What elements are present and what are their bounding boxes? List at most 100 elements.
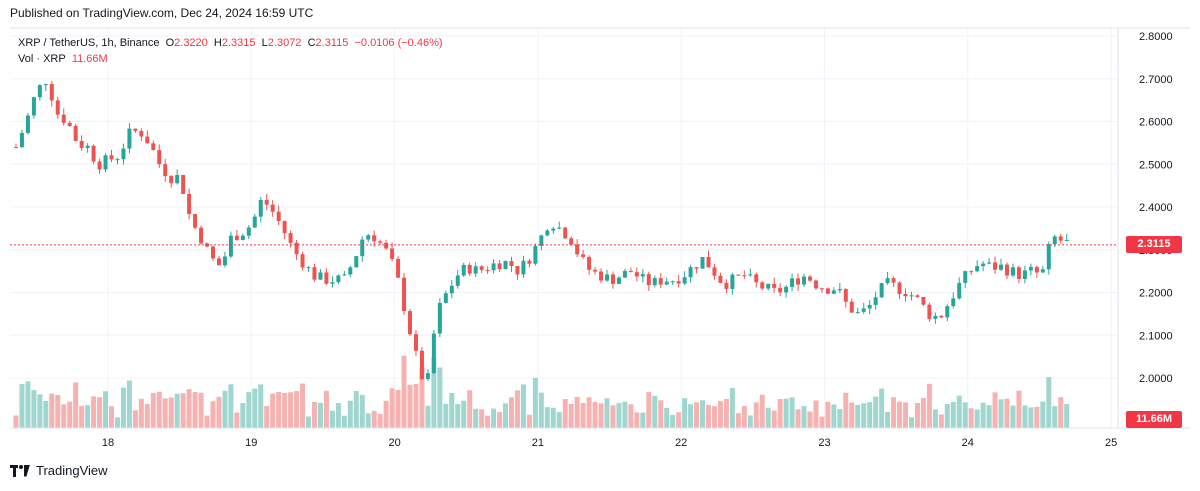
volume-bar <box>813 400 819 428</box>
candle-body <box>181 175 186 194</box>
volume-bar <box>144 403 150 428</box>
legend-volume-value: 11.66M <box>71 53 108 65</box>
legend-close-value: 2.3115 <box>315 37 349 49</box>
volume-bar <box>765 407 771 428</box>
volume-bar <box>126 380 132 428</box>
candle-body <box>294 242 299 255</box>
candle-body <box>258 199 263 217</box>
candle-body <box>766 283 771 289</box>
volume-bar <box>586 397 592 428</box>
volume-bar <box>204 415 210 428</box>
candle-body <box>187 193 192 215</box>
candle-body <box>748 274 753 276</box>
candle-body <box>413 334 418 351</box>
volume-bar <box>485 415 491 428</box>
candle-body <box>378 241 383 243</box>
candle-body <box>778 287 783 293</box>
volume-bar <box>156 391 162 428</box>
volume-bar <box>741 406 747 428</box>
candle-body <box>419 350 424 380</box>
candle-body <box>509 261 514 267</box>
candle-body <box>682 277 687 284</box>
candle-body <box>581 254 586 257</box>
volume-bar <box>288 392 294 428</box>
candle-body <box>813 280 818 289</box>
candle-body <box>127 128 132 149</box>
volume-bar <box>317 402 323 428</box>
candle-body <box>891 278 896 283</box>
volume-bar <box>938 414 944 428</box>
x-tick-label: 19 <box>245 437 257 449</box>
y-tick-label: 2.6000 <box>1139 117 1173 129</box>
candle-body <box>825 288 830 294</box>
candle-body <box>366 235 371 240</box>
legend-low-label: L <box>261 37 268 49</box>
candle-body <box>861 308 866 312</box>
candle-body <box>796 278 801 285</box>
volume-bar <box>753 402 759 428</box>
volume-tag: 11.66M <box>1126 411 1182 428</box>
volume-bar <box>807 411 813 428</box>
volume-bar <box>646 392 652 428</box>
candle-body <box>240 235 245 241</box>
candle-body <box>479 266 484 270</box>
volume-bar <box>1004 398 1010 428</box>
y-tick-label: 2.5000 <box>1139 159 1173 171</box>
candle-body <box>987 262 992 264</box>
volume-bar <box>616 403 622 428</box>
candle-body <box>431 333 436 374</box>
volume-bar <box>270 393 276 428</box>
volume-bar <box>353 390 359 428</box>
candle-body <box>569 238 574 245</box>
volume-bar <box>903 402 909 428</box>
footer-brand[interactable]: TradingView <box>10 463 108 478</box>
candle-body <box>927 304 932 319</box>
volume-bar <box>25 381 31 428</box>
candle-body <box>533 245 538 264</box>
volume-bar <box>49 393 55 428</box>
volume-bar <box>335 403 341 428</box>
candle-body <box>819 288 824 290</box>
candle-body <box>652 278 657 286</box>
volume-bar <box>795 409 801 428</box>
candle-body <box>342 274 347 276</box>
volume-bar <box>234 412 240 428</box>
candle-body <box>210 246 215 259</box>
candle-body <box>915 295 920 297</box>
volume-bar <box>407 384 413 428</box>
candle-body <box>497 263 502 269</box>
candle-body <box>670 281 675 283</box>
candle-body <box>700 256 705 269</box>
candle-body <box>676 281 681 284</box>
candle-body <box>139 130 144 137</box>
volume-bar <box>897 401 903 428</box>
volume-bar <box>377 413 383 428</box>
last-price-tag: 2.3115 <box>1126 236 1182 253</box>
volume-bar <box>198 392 204 428</box>
candle-body <box>443 293 448 303</box>
volume-bar <box>1028 407 1034 428</box>
candle-body <box>694 267 699 269</box>
candle-body <box>957 282 962 299</box>
candle-body <box>622 270 627 278</box>
volume-bar <box>61 404 67 428</box>
y-tick-label: 2.8000 <box>1139 31 1173 43</box>
volume-bar <box>311 402 317 428</box>
volume-bar <box>885 412 891 428</box>
candle-body <box>193 214 198 228</box>
candle-body <box>605 274 610 281</box>
volume-bar <box>652 395 658 428</box>
volume-bar <box>467 390 473 428</box>
volume-bar <box>735 413 741 428</box>
volume-bar <box>622 401 628 428</box>
volume-bar <box>120 387 126 428</box>
candle-body <box>790 278 795 287</box>
volume-bar <box>85 405 91 428</box>
candle-body <box>37 85 42 98</box>
candle-body <box>467 264 472 274</box>
volume-bar <box>908 417 914 428</box>
candle-body <box>849 301 854 313</box>
x-tick-label: 18 <box>102 437 114 449</box>
volume-bar <box>526 414 532 428</box>
